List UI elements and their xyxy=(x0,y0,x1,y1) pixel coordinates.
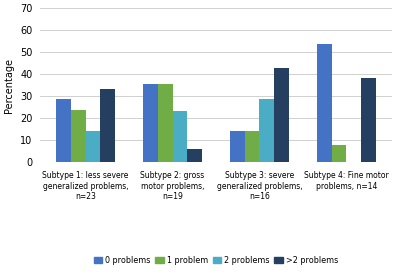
Bar xyxy=(317,44,332,162)
Bar xyxy=(158,84,172,162)
Legend: 0 problems, 1 problem, 2 problems, >2 problems: 0 problems, 1 problem, 2 problems, >2 pr… xyxy=(94,256,338,265)
Bar xyxy=(230,130,245,162)
Bar xyxy=(56,99,71,162)
Y-axis label: Percentage: Percentage xyxy=(4,58,14,113)
Bar xyxy=(332,145,346,162)
Bar xyxy=(71,109,86,162)
Bar xyxy=(86,130,100,162)
Bar xyxy=(100,89,115,162)
Bar xyxy=(361,78,376,162)
Bar xyxy=(260,99,274,162)
Bar xyxy=(274,68,289,162)
Bar xyxy=(187,149,202,162)
Bar xyxy=(143,84,158,162)
Bar xyxy=(172,111,187,162)
Bar xyxy=(245,130,260,162)
